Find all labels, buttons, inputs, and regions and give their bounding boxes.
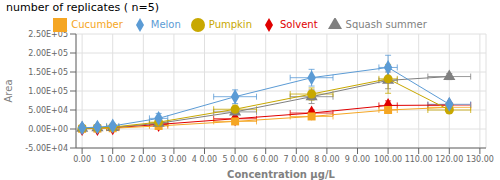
html-text:Melon: Melon bbox=[150, 19, 181, 30]
svg-text:Area: Area bbox=[8, 79, 14, 102]
svg-text:5 0.00: 5 0.00 bbox=[222, 155, 247, 164]
svg-text:120.00: 120.00 bbox=[435, 155, 463, 164]
svg-text:110.00: 110.00 bbox=[405, 155, 433, 164]
svg-text:-5.00E+04: -5.00E+04 bbox=[25, 144, 68, 153]
svg-text:7 0.00: 7 0.00 bbox=[284, 155, 309, 164]
svg-text:0.00: 0.00 bbox=[73, 155, 91, 164]
svg-text:5.00E+04: 5.00E+04 bbox=[28, 106, 68, 115]
svg-text:6 0.00: 6 0.00 bbox=[253, 155, 278, 164]
svg-text:2.50E+05: 2.50E+05 bbox=[28, 30, 68, 39]
svg-text:130.00: 130.00 bbox=[466, 155, 492, 164]
svg-text:9 0.00: 9 0.00 bbox=[345, 155, 370, 164]
html-text:number of replicates ( n=5): number of replicates ( n=5) bbox=[6, 1, 159, 14]
svg-text:1.00E+05: 1.00E+05 bbox=[28, 87, 68, 96]
svg-text:4 0.00: 4 0.00 bbox=[192, 155, 217, 164]
html-text:Cucumber: Cucumber bbox=[71, 19, 123, 30]
html-text:Solvent: Solvent bbox=[280, 19, 318, 30]
svg-text:100.00: 100.00 bbox=[374, 155, 402, 164]
svg-text:2.00E+05: 2.00E+05 bbox=[28, 49, 68, 58]
svg-text:3 0.00: 3 0.00 bbox=[161, 155, 186, 164]
svg-text:0.00E+00: 0.00E+00 bbox=[28, 125, 68, 134]
svg-text:Concentration μg/L: Concentration μg/L bbox=[227, 169, 335, 180]
html-text:Pumpkin: Pumpkin bbox=[208, 19, 252, 30]
svg-text:1.50E+05: 1.50E+05 bbox=[28, 68, 68, 77]
html-text:Squash summer: Squash summer bbox=[345, 19, 427, 30]
svg-text:8 0.00: 8 0.00 bbox=[314, 155, 339, 164]
svg-text:1 0.00: 1 0.00 bbox=[100, 155, 125, 164]
svg-text:2 0.00: 2 0.00 bbox=[131, 155, 156, 164]
